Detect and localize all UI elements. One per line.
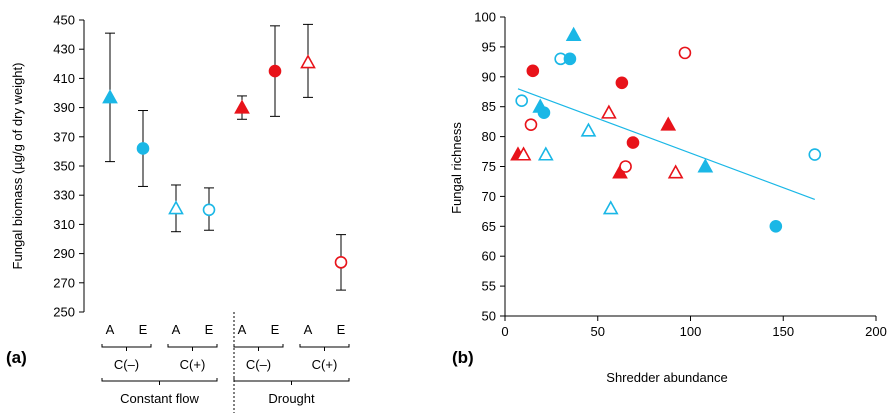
- panel-b-data-marks: [510, 26, 822, 233]
- panel-a-ytick-label: 430: [53, 42, 75, 57]
- panel-a-category-label: E: [139, 322, 148, 337]
- panel-a-point-0: [102, 89, 118, 104]
- panel-b-ytick-label: 85: [482, 99, 496, 114]
- panel-a-y-ticks: 250 270 290 310 330 350 370 390 410 430 450: [53, 13, 84, 320]
- panel-a-bracket: [233, 344, 284, 348]
- panel-b-point-13: [602, 200, 619, 215]
- panel-a-bracket: [101, 378, 218, 382]
- panel-b-point-2: [515, 146, 532, 161]
- panel-b-point-16: [619, 160, 632, 173]
- panel-b-ytick-label: 100: [474, 10, 496, 25]
- panel-a-ytick-label: 350: [53, 159, 75, 174]
- panel-b-xtick-label: 200: [865, 324, 887, 339]
- panel-a-bracket: [167, 344, 218, 348]
- panel-a-ytick-label: 330: [53, 188, 75, 203]
- panel-a-bracket: [101, 344, 152, 348]
- panel-b-point-10: [565, 26, 582, 41]
- panel-a-ytick-label: 270: [53, 275, 75, 290]
- panel-b-xtick-label: 150: [772, 324, 794, 339]
- panel-b-point-21: [697, 158, 714, 173]
- panel-a-chart: Fungal biomass (µg/g of dry weight) 2502…: [6, 13, 350, 413]
- panel-b-x-ticks: 0 50 100 150 200: [501, 316, 887, 339]
- panel-b-ylabel: Fungal richness: [449, 122, 464, 214]
- panel-a-group-brackets: C(–) C(+) C(–) C(+) Constant flow Drought: [101, 344, 350, 406]
- panel-b-point-19: [667, 164, 684, 179]
- panel-a-label: (a): [6, 348, 27, 367]
- panel-a-bracket: [233, 378, 350, 382]
- panel-a-ytick-label: 450: [53, 13, 75, 28]
- panel-a-ytick-label: 290: [53, 246, 75, 261]
- panel-a-point-6: [300, 54, 316, 69]
- panel-b-trendline: [517, 88, 815, 200]
- panel-a-point-4: [234, 99, 250, 114]
- panel-a-data-marks: [102, 23, 348, 291]
- panel-b-point-7: [537, 146, 554, 161]
- panel-a-ylabel: Fungal biomass (µg/g of dry weight): [10, 63, 25, 270]
- panel-b-ytick-label: 80: [482, 129, 496, 144]
- panel-b-point-12: [601, 104, 617, 119]
- panel-b-xlabel: Shredder abundance: [606, 370, 727, 385]
- panel-b-point-9: [563, 52, 577, 66]
- panel-b-xtick-label: 100: [680, 324, 702, 339]
- panel-a-category-label: A: [172, 322, 181, 337]
- panel-a-category-label: E: [271, 322, 280, 337]
- panel-b-label: (b): [452, 348, 474, 367]
- panel-b-ytick-label: 60: [482, 249, 496, 264]
- panel-a-point-5: [268, 64, 282, 78]
- panel-b-ytick-label: 65: [482, 219, 496, 234]
- panel-a-category-label: E: [337, 322, 346, 337]
- panel-a-point-3: [202, 203, 216, 217]
- panel-a-ytick-label: 250: [53, 305, 75, 320]
- panel-b-point-23: [808, 148, 822, 161]
- panel-a-point-1: [136, 142, 150, 155]
- panel-a-group-label: C(+): [180, 357, 206, 372]
- panel-b-ytick-label: 55: [482, 279, 496, 294]
- panel-a-ytick-label: 370: [53, 129, 75, 144]
- panel-b-point-20: [678, 46, 692, 60]
- panel-a-group-label: C(–): [114, 357, 139, 372]
- panel-a-category-label: E: [205, 322, 214, 337]
- panel-a-category-label: A: [304, 322, 313, 337]
- panel-a-group-label: C(+): [312, 357, 338, 372]
- panel-b-point-22: [769, 220, 783, 233]
- panel-a-point-2: [168, 200, 184, 215]
- panel-a-bracket: [299, 344, 350, 348]
- panel-b-point-3: [524, 118, 538, 131]
- panel-b-xtick-label: 50: [591, 324, 605, 339]
- panel-b-point-6: [537, 106, 551, 119]
- panel-b-chart: Fungal richness Shredder abundance 50 55 6…: [449, 10, 887, 386]
- panel-a-category-label: A: [106, 322, 115, 337]
- panel-b-ytick-label: 95: [482, 39, 496, 54]
- panel-a-group-label: C(–): [246, 357, 271, 372]
- panel-b-xtick-label: 0: [501, 324, 508, 339]
- panel-b-ytick-label: 50: [482, 309, 496, 324]
- panel-a-condition-label: Drought: [268, 391, 315, 406]
- panel-b-ytick-label: 90: [482, 69, 496, 84]
- panel-b-point-17: [626, 136, 640, 149]
- panel-b-point-4: [526, 64, 540, 78]
- panel-a-ytick-label: 410: [53, 71, 75, 86]
- panel-b-ytick-label: 75: [482, 159, 496, 174]
- panel-a-category-label: A: [238, 322, 247, 337]
- panel-a-ytick-label: 310: [53, 217, 75, 232]
- panel-a-point-7: [334, 256, 348, 269]
- panel-b-point-18: [660, 116, 677, 131]
- panel-b-ytick-label: 70: [482, 189, 496, 204]
- panel-b-point-15: [615, 76, 629, 90]
- panel-b-point-1: [515, 94, 528, 108]
- panel-a-condition-label: Constant flow: [120, 391, 199, 406]
- panel-a-ytick-label: 390: [53, 100, 75, 115]
- panel-b-y-ticks: 50 55 60 65 70 75 80 85 90 95 100: [474, 10, 505, 324]
- panel-b-point-11: [580, 122, 597, 137]
